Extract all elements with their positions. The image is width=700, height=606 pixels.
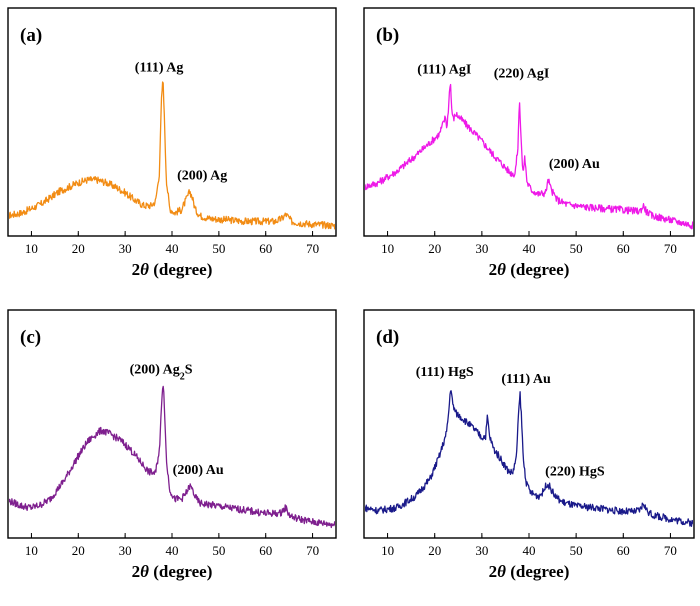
x-tick-label: 40: [166, 241, 179, 256]
plot-frame: [7, 7, 337, 237]
x-tick-label: 50: [212, 241, 225, 256]
x-tick-label: 60: [617, 241, 630, 256]
x-tick-label: 10: [25, 241, 38, 256]
peak-annotation: (200) Au: [549, 157, 600, 172]
peak-annotation: (220) HgS: [545, 464, 605, 479]
xrd-series-line: [365, 390, 693, 527]
peak-annotation: (200) Ag: [177, 168, 227, 183]
panel-label: (a): [20, 25, 42, 46]
x-tick-label: 20: [72, 241, 85, 256]
panel-label: (c): [20, 327, 41, 348]
x-tick-label: 30: [119, 241, 132, 256]
xrd-series-line: [9, 385, 335, 529]
plot-frame: [363, 309, 695, 539]
xrd-series-line: [365, 83, 693, 230]
x-axis-label: 2θ (degree): [132, 260, 213, 279]
peak-annotation: (200) Ag2S: [130, 363, 193, 383]
x-tick-label: 50: [570, 543, 583, 558]
peak-annotation: (220) AgI: [494, 67, 550, 82]
plot-frame: [7, 309, 337, 539]
panel-label: (d): [376, 327, 399, 348]
x-tick-label: 30: [475, 241, 488, 256]
peak-annotation: (111) AgI: [417, 63, 471, 78]
x-tick-label: 60: [617, 543, 630, 558]
x-tick-label: 60: [259, 543, 272, 558]
x-axis-label: 2θ (degree): [489, 260, 570, 279]
x-tick-label: 20: [428, 543, 441, 558]
x-axis-label: 2θ (degree): [489, 562, 570, 581]
x-tick-label: 60: [259, 241, 272, 256]
panel-b: (b) 10 20 30 40 50 60 70 2θ (degree) (111) AgI (22…: [363, 7, 695, 279]
panel-d: (d) 10 20 30 40 50 60 70 2θ (degree) (111) HgS (11…: [363, 309, 695, 581]
x-tick-label: 70: [664, 543, 677, 558]
x-tick-label: 10: [381, 241, 394, 256]
panel-c: (c) 10 20 30 40 50 60 70 2θ (degree) (200) Ag2S (2…: [7, 309, 337, 581]
plot-frame: [363, 7, 695, 237]
x-tick-label: 50: [212, 543, 225, 558]
x-tick-label: 30: [475, 543, 488, 558]
x-tick-label: 40: [166, 543, 179, 558]
x-tick-label: 70: [664, 241, 677, 256]
panel-label: (b): [376, 25, 399, 46]
x-tick-label: 70: [306, 241, 319, 256]
x-tick-label: 70: [306, 543, 319, 558]
peak-annotation: (200) Au: [173, 463, 224, 478]
x-tick-label: 20: [72, 543, 85, 558]
xrd-series-line: [9, 81, 335, 230]
panel-a: (a) 10 20 30 40 50 60 70 2θ (degree) (111) Ag (200…: [7, 7, 337, 279]
peak-annotation: (111) Au: [501, 372, 551, 387]
x-tick-label: 20: [428, 241, 441, 256]
x-axis-label: 2θ (degree): [132, 562, 213, 581]
x-tick-label: 40: [523, 543, 536, 558]
x-tick-label: 10: [25, 543, 38, 558]
x-tick-label: 10: [381, 543, 394, 558]
x-tick-label: 30: [119, 543, 132, 558]
peak-annotation: (111) HgS: [416, 365, 474, 380]
peak-annotation: (111) Ag: [135, 61, 184, 76]
x-tick-label: 50: [570, 241, 583, 256]
x-tick-label: 40: [523, 241, 536, 256]
